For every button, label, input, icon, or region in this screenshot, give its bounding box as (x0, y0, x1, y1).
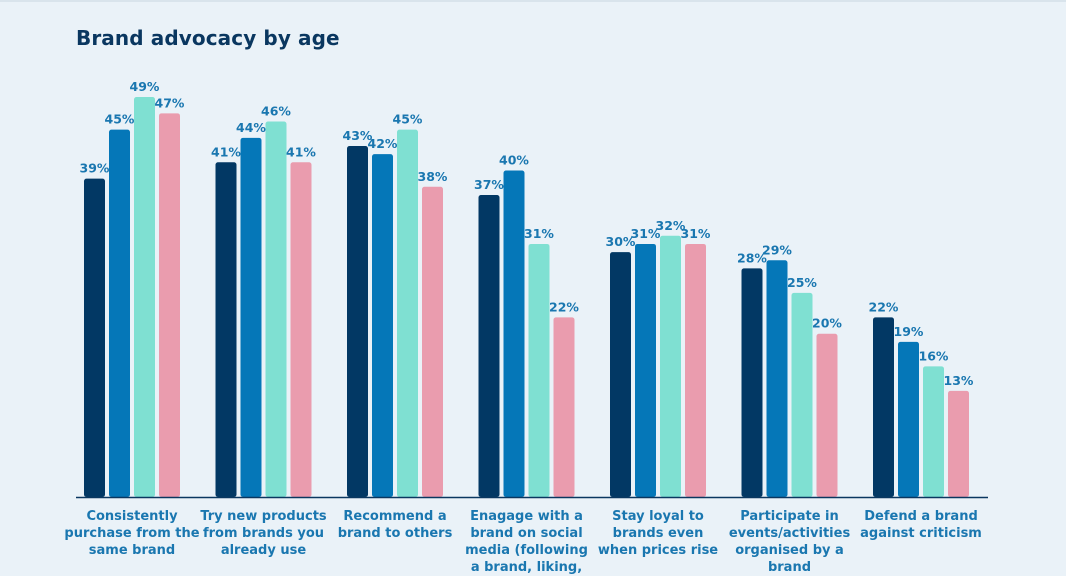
value-label-c6-s1: 19% (894, 324, 924, 339)
bar-c1-s1 (240, 137, 262, 497)
category-label-2: Recommend a brand to others (338, 509, 453, 541)
value-label-c1-s0: 41% (211, 144, 241, 159)
value-labels-group: 39% 45% 49%47% 41% 44% 46% 41% 43%42% 45% 38% 37% 4… (80, 79, 974, 388)
bar-c5-s1 (766, 260, 788, 497)
value-label-c2-s0: 43% (343, 128, 373, 143)
value-label-c0-s0: 39% (80, 161, 110, 176)
category-labels-group: Consistently purchase from the same brandT… (64, 509, 981, 575)
bar-c1-s0 (215, 162, 237, 497)
value-label-c6-s2: 16% (919, 348, 949, 363)
value-label-c4-s1: 31% (631, 226, 661, 241)
bar-c3-s0 (478, 194, 500, 498)
value-label-c5-s3: 20% (812, 316, 842, 331)
value-label-c3-s1: 40% (499, 152, 529, 167)
value-label-c2-s3: 38% (418, 169, 448, 184)
bar-c5-s2 (791, 292, 813, 497)
bars-group (84, 97, 969, 498)
value-label-c3-s3: 22% (549, 299, 579, 314)
bar-c6-s2 (923, 366, 944, 497)
bar-c6-s3 (948, 390, 969, 497)
bar-c4-s2 (660, 235, 681, 497)
category-label-1: Try new products from brands you already u… (200, 509, 327, 558)
value-label-c4-s3: 31% (681, 226, 711, 241)
bar-c1-s2 (265, 121, 287, 497)
category-label-0: Consistently purchase from the same brand (64, 509, 199, 558)
bar-c2-s0 (347, 145, 368, 497)
value-label-c4-s0: 30% (606, 234, 636, 249)
value-label-c0-s3: 47% (155, 95, 185, 110)
bar-c1-s3 (290, 162, 312, 497)
bar-c3-s3 (553, 317, 575, 497)
value-label-c4-s2: 32% (656, 218, 686, 233)
value-label-c3-s0: 37% (474, 177, 504, 192)
category-label-6: Defend a brand against criticism (860, 509, 982, 541)
value-label-c2-s1: 42% (368, 136, 398, 151)
bar-c6-s0 (873, 317, 894, 497)
chart-title: Brand advocacy by age (76, 26, 340, 50)
value-label-c5-s2: 25% (787, 275, 817, 290)
bar-c5-s3 (816, 333, 838, 497)
bar-c3-s2 (528, 243, 550, 497)
value-label-c0-s1: 45% (105, 112, 135, 127)
category-label-4: Stay loyal to brands even when prices rise (598, 509, 718, 558)
value-label-c1-s1: 44% (236, 120, 266, 135)
value-label-c2-s2: 45% (393, 112, 423, 127)
bar-c0-s3 (159, 113, 180, 497)
category-label-3: Enagage with a brand on social media (foll… (465, 509, 588, 575)
bar-c2-s3 (422, 186, 443, 498)
value-label-c0-s2: 49% (130, 79, 160, 94)
value-label-c1-s3: 41% (286, 144, 316, 159)
bar-c2-s2 (397, 129, 418, 497)
category-label-5: Participate in events/activities organised… (729, 509, 851, 575)
value-label-c6-s0: 22% (869, 299, 899, 314)
bar-c0-s0 (84, 178, 105, 497)
bar-c4-s3 (685, 243, 706, 497)
bar-c6-s1 (898, 341, 919, 497)
bar-c3-s1 (503, 170, 525, 497)
bar-c2-s1 (372, 154, 393, 497)
bar-c4-s1 (635, 243, 656, 497)
top-divider (0, 0, 1066, 2)
value-label-c5-s0: 28% (737, 250, 767, 265)
bar-c5-s0 (741, 268, 763, 497)
value-label-c5-s1: 29% (762, 242, 792, 257)
bar-c0-s1 (109, 129, 130, 497)
value-label-c1-s2: 46% (261, 103, 291, 118)
bar-c4-s0 (610, 252, 631, 497)
bar-c0-s2 (134, 97, 155, 497)
value-label-c6-s3: 13% (944, 373, 974, 388)
value-label-c3-s2: 31% (524, 226, 554, 241)
